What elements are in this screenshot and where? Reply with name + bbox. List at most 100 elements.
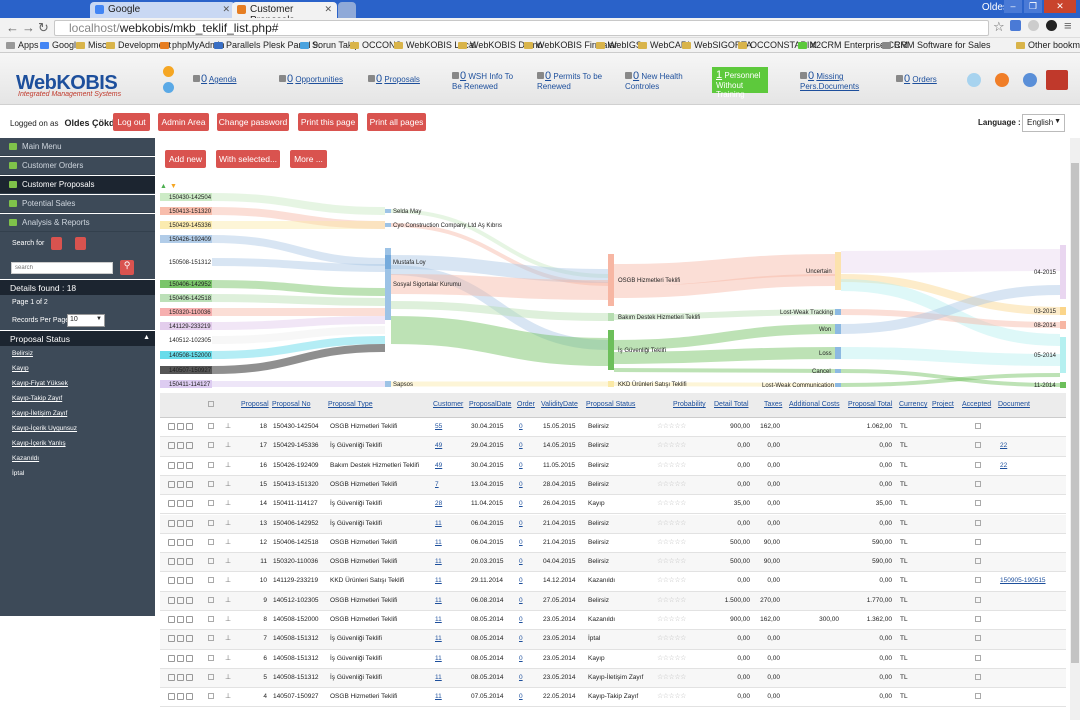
sidebar-item-potential-sales[interactable]: Potential Sales xyxy=(0,195,155,213)
upload-icon[interactable]: ⊥ xyxy=(225,596,232,604)
sankey-node-month[interactable] xyxy=(1060,382,1066,388)
table-row[interactable]: ⊥ 13 150406-142952 İş Güvenliği Teklifi 11 06… xyxy=(160,514,1066,534)
sort-down-icon[interactable]: ▼ xyxy=(170,183,177,190)
col-additional-costs[interactable]: Additional Costs xyxy=(789,401,840,408)
sankey-node-left[interactable] xyxy=(160,221,212,229)
header-health-controls[interactable]: 0 New Health Controles xyxy=(625,70,683,91)
print-this-page-button[interactable]: Print this page xyxy=(298,113,358,131)
col-taxes[interactable]: Taxes xyxy=(764,401,783,408)
probability-stars[interactable]: ☆☆☆☆☆ xyxy=(657,635,686,643)
probability-stars[interactable]: ☆☆☆☆☆ xyxy=(657,519,686,527)
upload-icon[interactable]: ⊥ xyxy=(225,461,232,469)
sankey-node-type[interactable] xyxy=(608,381,614,387)
cell-order[interactable]: 0 xyxy=(519,500,523,508)
sankey-node-month[interactable] xyxy=(1060,321,1066,329)
extension-icon[interactable] xyxy=(1028,20,1039,31)
upload-icon[interactable]: ⊥ xyxy=(225,423,232,430)
bookmark-apps[interactable]: Apps xyxy=(6,40,39,50)
row-checkbox[interactable] xyxy=(208,480,214,487)
admin-area-button[interactable]: Admin Area xyxy=(158,113,209,131)
new-tab-button[interactable] xyxy=(338,2,356,18)
accepted-checkbox[interactable] xyxy=(975,423,981,429)
help-icon[interactable] xyxy=(1023,73,1037,87)
table-row[interactable]: ⊥ 7 140508-151312 İş Güvenliği Teklifi 11 08.… xyxy=(160,630,1066,650)
status-filter-iptal[interactable]: İptal xyxy=(12,470,25,477)
table-row[interactable]: ⊥ 17 150429-145336 İş Güvenliği Teklifi 49 29… xyxy=(160,437,1066,457)
probability-stars[interactable]: ☆☆☆☆☆ xyxy=(657,596,686,604)
copy-icon[interactable] xyxy=(177,693,184,701)
copy-icon[interactable] xyxy=(177,635,184,643)
copy-icon[interactable] xyxy=(177,596,184,604)
bookmark-sorun-takip[interactable]: Sorun Takip xyxy=(300,40,359,50)
view-icon[interactable] xyxy=(186,461,193,469)
copy-icon[interactable] xyxy=(177,442,184,450)
upload-icon[interactable]: ⊥ xyxy=(225,538,232,546)
cell-document[interactable]: 22 xyxy=(1000,461,1008,469)
cell-customer[interactable]: 11 xyxy=(435,596,442,604)
table-row[interactable]: ⊥ 10 141129-233219 KKD Ürünleri Satışı Tekl… xyxy=(160,572,1066,592)
tab-close-icon[interactable]: ✕ xyxy=(222,4,230,14)
accepted-checkbox[interactable] xyxy=(975,673,981,680)
sankey-node-left[interactable] xyxy=(160,308,212,316)
upload-icon[interactable]: ⊥ xyxy=(225,442,232,450)
copy-icon[interactable] xyxy=(177,654,184,662)
menu-icon[interactable]: ≡ xyxy=(1064,18,1072,33)
sankey-node-left[interactable] xyxy=(160,193,212,201)
status-filter-kazanildi[interactable]: Kazanıldı xyxy=(12,455,40,462)
status-filter-kayip[interactable]: Kayıp xyxy=(12,365,29,372)
bookmark-webkobis-local[interactable]: WebKOBIS Local xyxy=(394,40,476,50)
bookmark-x2crm[interactable]: X2CRM Enterprise CRM xyxy=(798,40,908,50)
sidebar-item-main-menu[interactable]: Main Menu xyxy=(0,138,155,156)
copy-icon[interactable] xyxy=(177,480,184,488)
page-scrollbar[interactable] xyxy=(1070,138,1080,720)
header-missing-documents[interactable]: 0 Missing Pers.Documents xyxy=(800,70,860,91)
cell-document[interactable]: 22 xyxy=(1000,442,1008,450)
sankey-node-left[interactable] xyxy=(160,258,212,266)
sankey-node-customer[interactable] xyxy=(385,223,391,227)
sankey-node-left[interactable] xyxy=(160,322,212,330)
change-password-button[interactable]: Change password xyxy=(217,113,289,131)
edit-icon[interactable] xyxy=(168,577,175,585)
sankey-node-customer[interactable] xyxy=(385,209,391,213)
row-checkbox[interactable] xyxy=(208,635,214,642)
view-icon[interactable] xyxy=(186,693,193,701)
header-permits[interactable]: 0 Permits To be Renewed xyxy=(537,70,603,91)
col-customer[interactable]: Customer xyxy=(433,401,464,408)
sankey-node-month[interactable] xyxy=(1060,307,1066,315)
copy-icon[interactable] xyxy=(177,616,184,623)
add-new-button[interactable]: Add new xyxy=(165,150,206,168)
table-row[interactable]: ⊥ 4 140507-150927 OSGB Hizmetleri Teklifi 11… xyxy=(160,688,1066,708)
accepted-checkbox[interactable] xyxy=(975,558,981,565)
bookmark-plesk[interactable]: Parallels Plesk Panel 9. xyxy=(214,40,321,50)
view-icon[interactable] xyxy=(186,577,193,585)
cell-order[interactable]: 0 xyxy=(519,558,523,566)
row-checkbox[interactable] xyxy=(208,596,214,603)
view-icon[interactable] xyxy=(186,635,193,643)
edit-icon[interactable] xyxy=(168,538,175,546)
accepted-checkbox[interactable] xyxy=(975,577,981,584)
col-validity-date[interactable]: ValidityDate xyxy=(541,401,578,408)
accepted-checkbox[interactable] xyxy=(975,596,981,603)
accepted-checkbox[interactable] xyxy=(975,519,981,526)
pin-icon[interactable] xyxy=(51,237,62,250)
sankey-node-left[interactable] xyxy=(160,380,212,388)
row-checkbox[interactable] xyxy=(208,442,214,449)
globe-icon[interactable] xyxy=(967,73,981,87)
cell-customer[interactable]: 7 xyxy=(435,480,439,488)
cell-order[interactable]: 0 xyxy=(519,538,523,546)
bookmark-websigorta[interactable]: WebSIGORTA xyxy=(682,40,752,50)
col-proposal[interactable]: Proposal xyxy=(241,401,269,408)
upload-icon[interactable]: ⊥ xyxy=(225,558,232,566)
sankey-node-left[interactable] xyxy=(160,351,212,359)
upload-icon[interactable]: ⊥ xyxy=(225,577,232,585)
bookmark-webkobis-firmalar[interactable]: WebKOBIS Firmalar xyxy=(524,40,617,50)
bookmark-webkobis-demo[interactable]: WebKOBIS Demo xyxy=(458,40,542,50)
records-per-page-select[interactable]: 10 ▼ xyxy=(67,314,105,327)
url-input[interactable]: localhost/webkobis/mkb_teklif_list.php# xyxy=(54,20,989,36)
copy-icon[interactable] xyxy=(177,461,184,469)
header-wsh-info[interactable]: 0 WSH Info To Be Renewed xyxy=(452,70,514,91)
copy-icon[interactable] xyxy=(177,519,184,527)
edit-icon[interactable] xyxy=(168,654,175,662)
row-checkbox[interactable] xyxy=(208,616,214,622)
cell-customer[interactable]: 11 xyxy=(435,635,442,643)
